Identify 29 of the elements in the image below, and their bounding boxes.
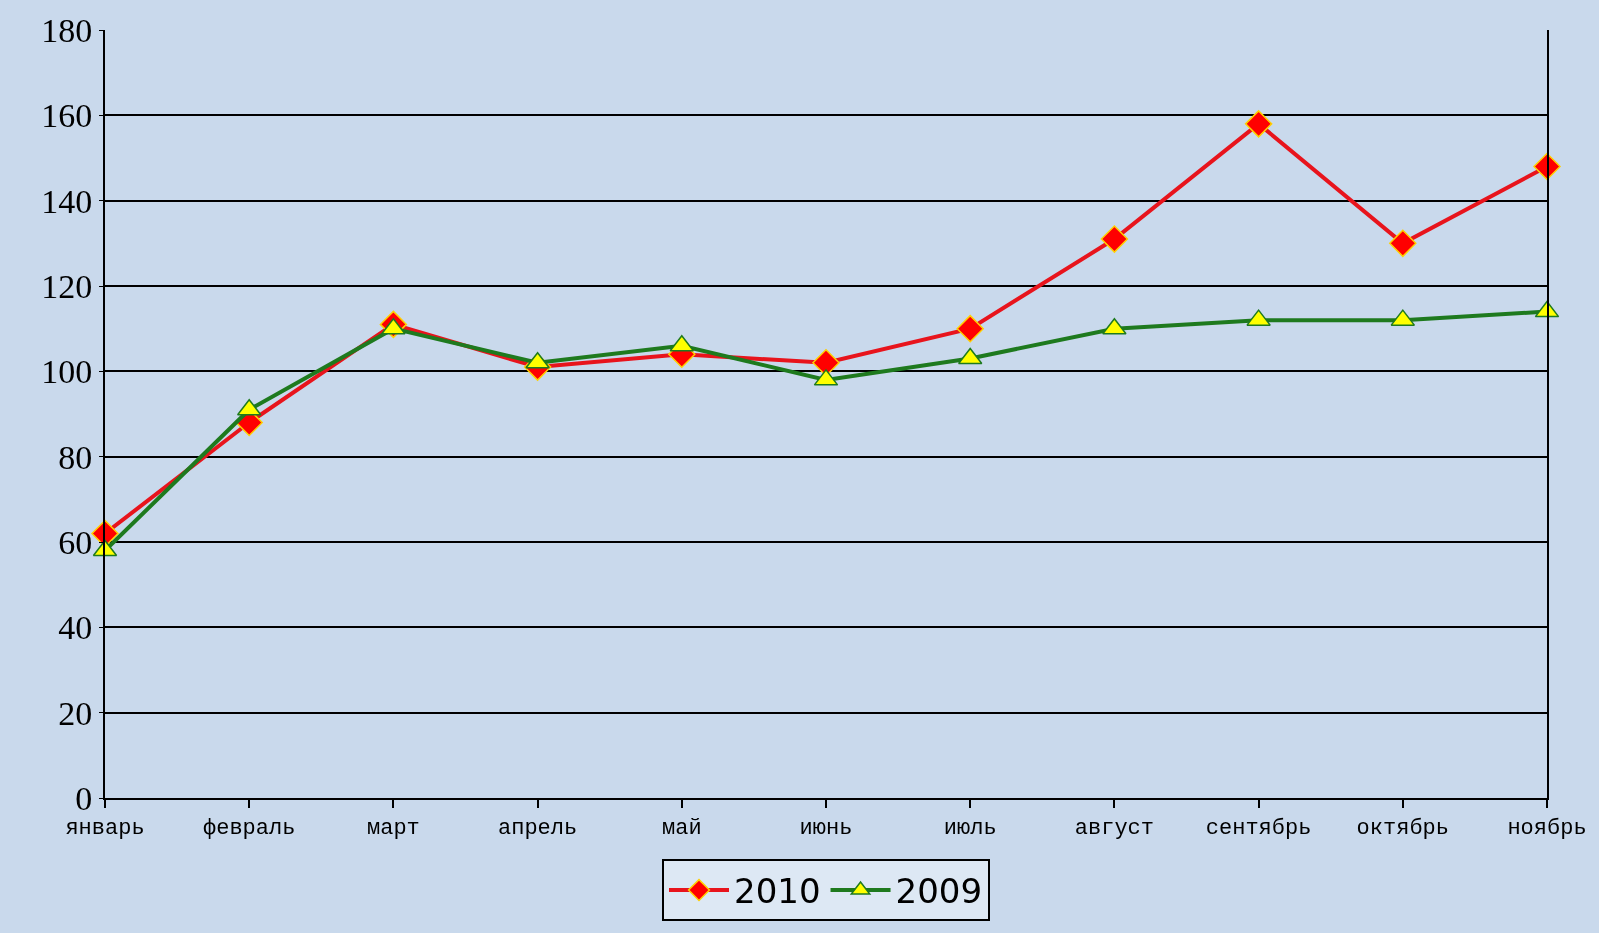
point <box>956 314 984 343</box>
y-tick-label: 60 <box>58 523 93 561</box>
x-tick-label: июнь <box>799 816 853 842</box>
x-tick-label: октябрь <box>1356 816 1450 842</box>
y-tick-label: 100 <box>41 353 93 391</box>
point <box>1102 317 1127 335</box>
point <box>381 317 406 335</box>
y-tick-label: 140 <box>41 182 93 220</box>
y-tick-label: 0 <box>75 779 93 817</box>
y-tick-label: 160 <box>41 97 93 135</box>
y-tick-label: 120 <box>41 267 93 305</box>
y-tick-label: 40 <box>58 609 93 647</box>
x-tick-label: январь <box>65 816 145 842</box>
x-tick-label: сентябрь <box>1205 816 1312 842</box>
x-tick-label: август <box>1074 816 1155 842</box>
y-tick-label: 80 <box>58 438 93 476</box>
point <box>1100 225 1129 253</box>
x-tick-label: июль <box>943 816 997 842</box>
x-tick-label: апрель <box>497 816 578 842</box>
y-tick-label: 180 <box>41 11 93 49</box>
legend-label: 2010 <box>734 871 821 912</box>
y-tick-label: 20 <box>58 694 93 732</box>
point <box>1244 110 1273 138</box>
x-tick-label: май <box>662 816 702 842</box>
x-tick-label: февраль <box>202 816 296 842</box>
point <box>1389 229 1417 258</box>
x-tick-label: март <box>366 816 420 842</box>
x-tick-label: ноябрь <box>1507 816 1587 842</box>
legend-label: 2009 <box>895 871 983 912</box>
